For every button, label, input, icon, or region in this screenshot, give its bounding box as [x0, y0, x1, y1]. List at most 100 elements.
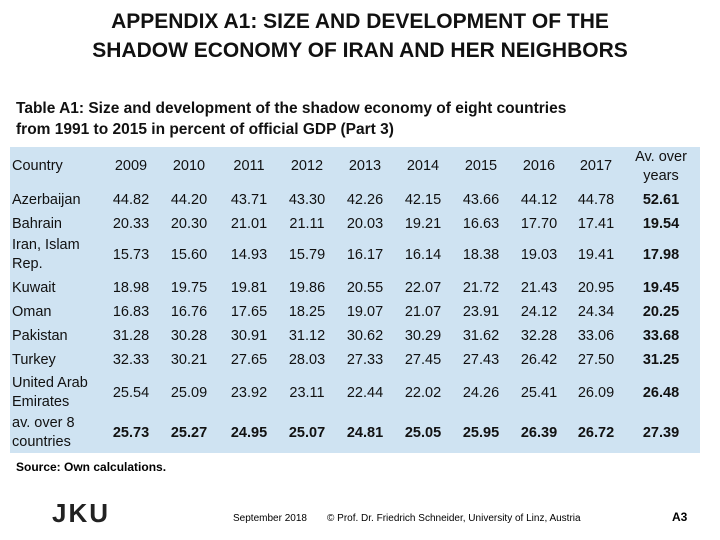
table-cell: 27.65 — [230, 351, 268, 368]
footer-date: September 2018 — [233, 513, 307, 524]
table-cell: 32.33 — [112, 351, 150, 368]
table-cell: 21.43 — [520, 279, 558, 296]
table-cell: 43.30 — [288, 191, 326, 208]
title-line: SHADOW ECONOMY OF IRAN AND HER NEIGHBORS — [92, 39, 628, 62]
row-label: Turkey — [12, 351, 56, 368]
table-cell: 44.12 — [520, 191, 558, 208]
table-cell: 16.76 — [170, 303, 208, 320]
table-cell: 2009 — [114, 158, 148, 174]
table-cell: 25.05 — [404, 424, 442, 441]
logo: JKU — [52, 498, 111, 528]
table-cell: 43.71 — [230, 191, 268, 208]
table-cell: 52.61 — [642, 191, 680, 208]
table-cell: 26.42 — [520, 351, 558, 368]
table-cell: 21.01 — [230, 215, 268, 232]
table-cell: 18.38 — [462, 246, 500, 263]
table-cell: 32.28 — [520, 328, 558, 344]
row-label: Iran, Islam Rep. — [12, 237, 80, 272]
table-cell: 20.33 — [112, 215, 150, 232]
table-cell: 2015 — [464, 158, 498, 174]
table-cell: 17.65 — [230, 303, 268, 320]
row-label: Pakistan — [12, 328, 68, 344]
table-cell: 44.82 — [112, 191, 150, 208]
source: Source: Own calculations. — [16, 460, 167, 474]
table-cell: 20.55 — [346, 279, 384, 296]
table-cell: 2011 — [233, 158, 265, 174]
table-cell: 23.11 — [289, 384, 325, 401]
table-cell: 19.41 — [577, 246, 615, 263]
subtitle-line: from 1991 to 2015 in percent of official… — [16, 121, 394, 138]
table-cell: 19.54 — [642, 215, 680, 232]
table-cell: 2014 — [406, 158, 440, 174]
table-cell: 25.54 — [112, 384, 150, 401]
table-cell: 30.62 — [346, 328, 384, 344]
table-cell: 31.25 — [642, 351, 680, 368]
table-cell: 15.73 — [112, 246, 150, 263]
table-cell: 42.15 — [404, 191, 442, 208]
table-cell: 19.75 — [170, 279, 208, 296]
table-cell: 26.09 — [577, 384, 615, 401]
table-cell: 26.48 — [642, 384, 680, 401]
table-cell: 26.72 — [577, 424, 615, 441]
subtitle-line: Table A1: Size and development of the sh… — [16, 100, 567, 117]
footer-author: © Prof. Dr. Friedrich Schneider, Univers… — [327, 513, 581, 524]
table-cell: 25.73 — [112, 424, 150, 441]
row-label: Azerbaijan — [12, 191, 81, 208]
table-cell: 15.79 — [288, 246, 326, 263]
table-cell: 20.03 — [346, 215, 384, 232]
table-cell: 22.02 — [404, 384, 442, 401]
table-cell: 17.70 — [520, 215, 558, 232]
table-cell: Av. over years — [635, 148, 687, 184]
table-cell: 22.44 — [346, 384, 384, 401]
row-label: United Arab Emirates — [12, 375, 88, 410]
table-cell: 19.81 — [230, 279, 268, 296]
table-cell: 16.83 — [112, 303, 150, 320]
table-cell: 24.26 — [462, 384, 500, 401]
table-cell: 25.95 — [462, 424, 500, 441]
table-cell: 14.93 — [230, 246, 268, 263]
table-cell: 19.07 — [346, 303, 384, 320]
table-cell: 16.63 — [462, 215, 500, 232]
table-cell: 18.98 — [112, 279, 150, 296]
table-cell: 19.86 — [288, 279, 326, 296]
table-cell: 26.39 — [520, 424, 558, 441]
table-cell: 44.20 — [170, 191, 208, 208]
table-cell: 30.91 — [230, 328, 268, 344]
table-cell: 16.17 — [346, 246, 384, 263]
table-cell: 23.91 — [462, 303, 500, 320]
table-cell: 25.07 — [288, 424, 326, 441]
table-cell: 17.98 — [642, 246, 680, 263]
table-cell: 21.07 — [404, 303, 442, 320]
table-cell: 20.30 — [170, 215, 208, 232]
table-cell: 24.12 — [520, 303, 558, 320]
table-cell: 2010 — [172, 158, 206, 174]
table-cell: 30.28 — [170, 328, 208, 344]
table-cell: 27.33 — [346, 351, 384, 368]
table-cell: 24.34 — [577, 303, 615, 320]
row-label: Kuwait — [12, 279, 56, 296]
table-cell: 43.66 — [462, 191, 500, 208]
table-cell: 30.29 — [404, 328, 442, 344]
table-cell: 27.45 — [404, 351, 442, 368]
table-cell: 31.62 — [462, 328, 500, 344]
table-cell: 33.68 — [642, 328, 680, 344]
table-cell: 25.41 — [520, 384, 558, 401]
table-cell: 17.41 — [577, 215, 615, 232]
table-cell: 23.92 — [230, 384, 268, 401]
title-line: APPENDIX A1: SIZE AND DEVELOPMENT OF THE — [111, 10, 609, 33]
table-cell: 20.95 — [577, 279, 615, 296]
table-cell: 42.26 — [346, 191, 384, 208]
table-cell: 44.78 — [577, 191, 615, 208]
row-label: Country — [12, 158, 63, 174]
table-cell: 25.09 — [170, 384, 208, 401]
row-label: Oman — [12, 303, 52, 320]
table-cell: 16.14 — [404, 246, 442, 263]
table-cell: 18.25 — [288, 303, 326, 320]
table-cell: 33.06 — [577, 328, 615, 344]
table-cell: 25.27 — [170, 424, 208, 441]
table-cell: 19.03 — [520, 246, 558, 263]
table-cell: 30.21 — [170, 351, 208, 368]
table-cell: 21.72 — [462, 279, 500, 296]
table-cell: 19.21 — [404, 215, 442, 232]
table-cell: 2012 — [290, 158, 324, 174]
